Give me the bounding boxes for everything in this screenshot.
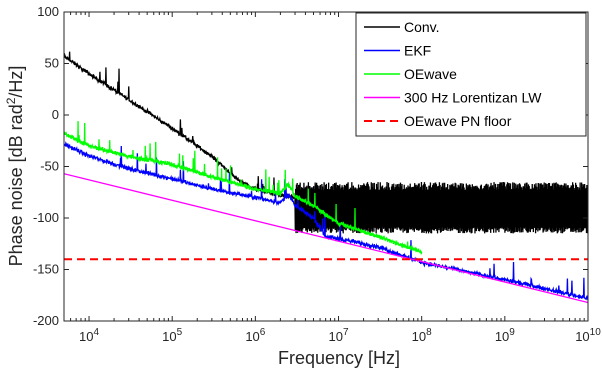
x-tick-exp: 9 xyxy=(509,327,515,338)
legend-label: 300 Hz Lorentizan LW xyxy=(404,90,542,106)
y-axis-label: Phase noise [dB rad2/Hz] xyxy=(4,66,26,267)
x-tick-label: 109 xyxy=(495,327,515,344)
y-tick-label: 50 xyxy=(45,56,59,71)
x-tick-exp: 6 xyxy=(260,327,266,338)
x-axis-label: Frequency [Hz] xyxy=(278,348,400,368)
x-tick-base: 10 xyxy=(245,329,259,344)
legend-label: EKF xyxy=(404,43,431,59)
x-tick-exp: 5 xyxy=(177,327,183,338)
x-tick-label: 108 xyxy=(412,327,432,344)
x-tick-base: 10 xyxy=(575,329,589,344)
series-layer xyxy=(64,51,588,304)
series-group xyxy=(64,51,588,304)
legend: Conv. EKF OEwave 300 Hz Lorentizan LW OEwave… xyxy=(355,12,587,137)
legend-label: Conv. xyxy=(404,19,440,35)
y-tick-label: -100 xyxy=(33,210,59,225)
x-tick-exp: 10 xyxy=(590,327,602,338)
series-line-2 xyxy=(64,121,423,255)
y-axis-label-end: /Hz] xyxy=(6,66,26,98)
x-tick-base: 10 xyxy=(329,329,343,344)
y-tick-label: -50 xyxy=(40,159,59,174)
series-line-1 xyxy=(64,141,588,301)
x-tick-base: 10 xyxy=(412,329,426,344)
y-tick-label: -200 xyxy=(33,313,59,328)
x-tick-base: 10 xyxy=(495,329,509,344)
legend-label: OEwave xyxy=(404,66,457,82)
y-tick-label: 0 xyxy=(52,107,59,122)
y-tick-label: 100 xyxy=(37,4,59,19)
x-tick-exp: 7 xyxy=(343,327,349,338)
x-tick-label: 107 xyxy=(329,327,349,344)
x-tick-label: 105 xyxy=(162,327,182,344)
x-tick-label: 104 xyxy=(79,327,99,344)
legend-label: OEwave PN floor xyxy=(404,113,512,129)
x-tick-exp: 8 xyxy=(426,327,432,338)
x-tick-exp: 4 xyxy=(93,327,99,338)
y-axis-label-sup: 2 xyxy=(4,97,18,104)
x-tick-base: 10 xyxy=(162,329,176,344)
x-tick-label: 106 xyxy=(245,327,265,344)
x-tick-label: 1010 xyxy=(575,327,601,344)
series-line-0 xyxy=(64,51,588,234)
x-tick-base: 10 xyxy=(79,329,93,344)
series-line-3 xyxy=(64,173,588,304)
y-tick-label: -150 xyxy=(33,262,59,277)
y-axis-label-main: Phase noise [dB rad xyxy=(6,104,26,266)
